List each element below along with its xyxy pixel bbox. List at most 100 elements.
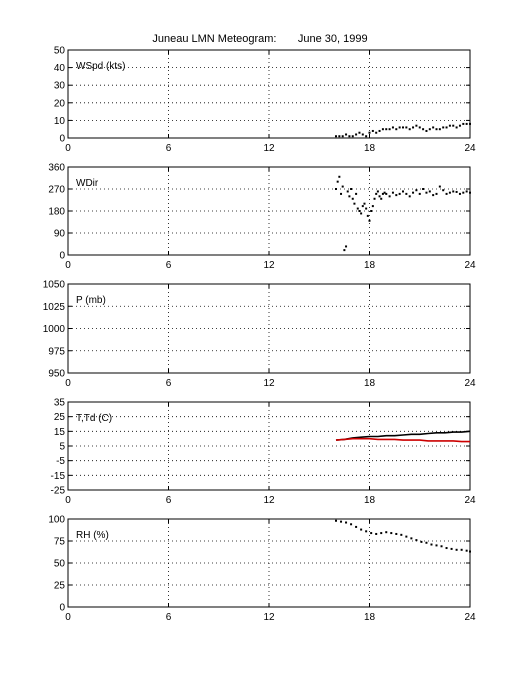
y-tick-label: 270 bbox=[48, 185, 65, 196]
data-point bbox=[398, 126, 401, 129]
data-point bbox=[462, 122, 465, 125]
data-point bbox=[338, 175, 341, 178]
data-point bbox=[395, 128, 398, 131]
data-point bbox=[350, 188, 353, 190]
y-tick-label: 0 bbox=[59, 251, 65, 262]
data-point bbox=[452, 124, 455, 127]
data-point bbox=[353, 202, 356, 205]
data-point bbox=[375, 192, 378, 195]
y-tick-label: 20 bbox=[54, 98, 66, 109]
data-point bbox=[455, 126, 458, 129]
data-point bbox=[360, 212, 363, 215]
data-point bbox=[375, 532, 378, 535]
data-point bbox=[418, 192, 421, 195]
data-point bbox=[376, 190, 379, 193]
y-tick-label: 0 bbox=[59, 134, 65, 145]
data-point bbox=[348, 135, 351, 138]
data-point bbox=[458, 124, 461, 127]
data-point bbox=[361, 133, 364, 136]
data-point bbox=[383, 191, 386, 194]
data-point bbox=[435, 128, 438, 131]
data-point bbox=[366, 214, 369, 217]
data-point bbox=[380, 532, 383, 535]
data-point bbox=[398, 192, 401, 195]
y-tick-label: -15 bbox=[51, 471, 66, 482]
data-point bbox=[348, 195, 351, 198]
data-point bbox=[390, 532, 393, 535]
data-point bbox=[402, 126, 404, 129]
page-title: Juneau LMN Meteogram: June 30, 1999 bbox=[152, 33, 368, 45]
data-point bbox=[365, 207, 368, 210]
data-point bbox=[418, 126, 421, 129]
data-point bbox=[345, 245, 348, 248]
panel-label: WDir bbox=[76, 178, 99, 189]
series-line bbox=[335, 437, 470, 443]
data-point bbox=[460, 548, 463, 551]
data-point bbox=[425, 541, 428, 544]
data-point bbox=[450, 547, 453, 550]
y-tick-label: 5 bbox=[59, 442, 65, 453]
data-point bbox=[442, 126, 445, 129]
data-point bbox=[355, 192, 358, 195]
data-point bbox=[385, 128, 388, 131]
panel-label: WSpd (kts) bbox=[76, 61, 125, 72]
data-point bbox=[345, 133, 348, 136]
data-point bbox=[415, 189, 418, 192]
x-tick-label: 12 bbox=[263, 260, 275, 271]
y-tick-label: 1050 bbox=[43, 280, 66, 291]
y-tick-label: 1025 bbox=[43, 302, 66, 313]
data-point bbox=[360, 528, 363, 531]
panel-2: 0 6 12 18 24 0 90 180 270 360 WDir bbox=[48, 163, 476, 272]
data-point bbox=[368, 219, 371, 222]
data-point bbox=[368, 131, 371, 134]
data-point bbox=[425, 191, 428, 194]
data-point bbox=[345, 521, 348, 524]
x-tick-label: 0 bbox=[65, 260, 71, 271]
x-tick-label: 18 bbox=[364, 612, 376, 623]
x-tick-label: 18 bbox=[364, 260, 376, 271]
data-point bbox=[378, 129, 381, 132]
panel-5: 0 6 12 18 24 0 25 50 75 100 RH (%) bbox=[48, 515, 476, 624]
data-point bbox=[363, 202, 366, 205]
y-tick-label: 75 bbox=[54, 537, 66, 548]
data-point bbox=[412, 191, 415, 194]
data-point bbox=[365, 530, 368, 533]
data-point bbox=[388, 128, 391, 131]
y-tick-label: 0 bbox=[59, 603, 65, 614]
data-point bbox=[340, 192, 343, 195]
data-point bbox=[370, 210, 373, 212]
y-tick-label: 40 bbox=[54, 63, 66, 74]
data-point bbox=[465, 122, 468, 125]
y-tick-label: 950 bbox=[48, 369, 65, 380]
data-point bbox=[371, 205, 374, 208]
data-point bbox=[469, 122, 471, 125]
x-tick-label: 0 bbox=[65, 612, 71, 623]
y-tick-label: -5 bbox=[56, 456, 65, 467]
y-tick-label: 50 bbox=[54, 46, 66, 57]
panel-3: 0 6 12 18 24 950 975 1000 1025 1050 P (mb) bbox=[43, 280, 476, 390]
x-tick-label: 0 bbox=[65, 495, 71, 506]
data-point bbox=[371, 129, 374, 132]
x-tick-label: 6 bbox=[166, 143, 172, 154]
data-point bbox=[385, 531, 388, 534]
data-point bbox=[405, 192, 408, 195]
y-tick-label: 360 bbox=[48, 163, 65, 174]
data-point bbox=[445, 126, 448, 129]
data-point bbox=[455, 190, 458, 193]
data-point bbox=[445, 547, 448, 550]
data-point bbox=[408, 195, 411, 198]
data-point bbox=[341, 185, 344, 188]
data-point bbox=[465, 549, 468, 552]
series-line bbox=[335, 430, 471, 441]
data-point bbox=[340, 520, 343, 523]
data-point bbox=[435, 544, 438, 547]
data-point bbox=[438, 128, 441, 131]
data-point bbox=[381, 128, 384, 131]
data-point bbox=[452, 190, 455, 193]
data-point bbox=[442, 189, 445, 192]
y-tick-label: 100 bbox=[48, 515, 65, 526]
x-tick-label: 12 bbox=[263, 378, 275, 389]
panel-4: 0 6 12 18 24 -25 -15 -5 5 15 25 35 T,Td (C) bbox=[51, 398, 476, 507]
data-point bbox=[455, 548, 458, 551]
